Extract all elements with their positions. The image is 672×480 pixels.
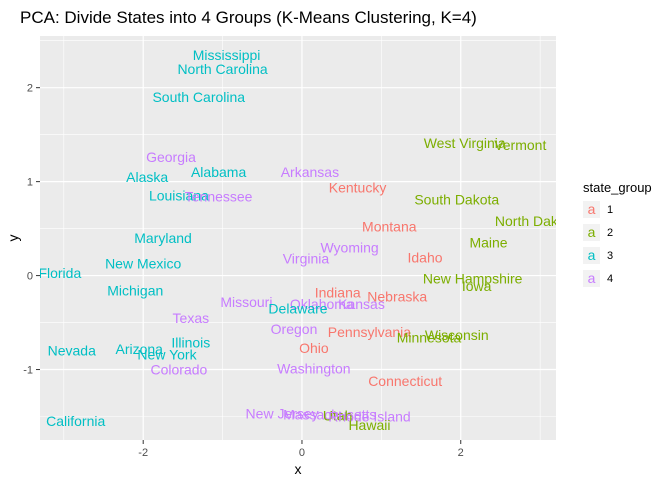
state-label: Indiana	[315, 284, 361, 300]
state-label: California	[46, 413, 105, 429]
y-tick-label: 0	[27, 271, 33, 283]
legend-key	[583, 270, 600, 287]
state-label: Vermont	[494, 137, 546, 153]
legend-key	[583, 224, 600, 241]
state-label: Pennsylvania	[328, 324, 411, 340]
state-label: Alaska	[126, 169, 168, 185]
state-label: Washington	[277, 361, 350, 377]
legend-label: 2	[607, 227, 613, 239]
state-label: West Virginia	[424, 135, 506, 151]
state-label: South Carolina	[152, 89, 245, 105]
state-label: Virginia	[283, 251, 330, 267]
axis-ticks: -2 0 2 -1 0 1 2	[23, 83, 464, 459]
state-label: Iowa	[462, 278, 492, 294]
chart-title: PCA: Divide States into 4 Groups (K-Mean…	[20, 8, 477, 27]
state-label: South Dakota	[414, 191, 499, 207]
state-label: New Jersey	[246, 406, 319, 422]
state-label: Florida	[38, 265, 81, 281]
state-label: Wisconsin	[425, 327, 489, 343]
state-label: Louisiana	[149, 188, 209, 204]
state-label: Kentucky	[329, 179, 387, 195]
legend: state_group a 1a 2a 3a 4	[583, 180, 652, 287]
state-label: New Mexico	[105, 255, 181, 271]
state-label: Rhode Island	[328, 409, 411, 425]
state-label: Nevada	[48, 343, 96, 359]
legend-label: 4	[607, 273, 613, 285]
grid-lines	[40, 36, 556, 440]
plot-panel	[40, 36, 556, 440]
state-label: Missouri	[220, 294, 272, 310]
state-label: Colorado	[151, 362, 208, 378]
state-label: New Hampshire	[423, 270, 523, 286]
legend-key-glyph: a	[588, 224, 596, 240]
state-label: Wyoming	[320, 239, 378, 255]
state-label: Utah	[323, 408, 353, 424]
state-label: Nebraska	[367, 288, 427, 304]
y-tick-label: 1	[27, 177, 33, 189]
state-label: Oklahoma	[290, 296, 354, 312]
state-label: Connecticut	[368, 373, 442, 389]
state-label: Massachusetts	[283, 407, 376, 423]
x-tick-label: 2	[458, 447, 464, 459]
y-tick-label: -1	[23, 365, 33, 377]
x-tick-label: -2	[138, 447, 148, 459]
legend-label: 3	[607, 250, 613, 262]
state-label: Maine	[469, 235, 507, 251]
state-label: Oregon	[271, 321, 318, 337]
state-label: Texas	[173, 310, 210, 326]
state-label: Mississippi	[193, 47, 261, 63]
legend-key	[583, 201, 600, 218]
state-label: Michigan	[107, 283, 163, 299]
state-label: Delaware	[268, 300, 327, 316]
legend-key-glyph: a	[588, 247, 596, 263]
x-axis-title: x	[295, 461, 302, 477]
state-label: Kansas	[338, 296, 385, 312]
state-label: North Carolina	[177, 61, 267, 77]
legend-key-glyph: a	[588, 201, 596, 217]
x-tick-label: 0	[299, 447, 305, 459]
state-label: Tennessee	[185, 189, 253, 205]
legend-title: state_group	[583, 180, 652, 195]
state-label: Montana	[362, 219, 417, 235]
state-label: Hawaii	[348, 417, 390, 433]
state-label: Arizona	[115, 341, 163, 357]
legend-label: 1	[607, 204, 613, 216]
y-axis-title: y	[5, 235, 21, 242]
legend-key	[583, 247, 600, 264]
state-label: North Dakota	[495, 213, 578, 229]
state-label: Idaho	[407, 250, 442, 266]
state-label: Maryland	[134, 230, 192, 246]
state-label: New York	[137, 347, 197, 363]
state-label: Minnesota	[397, 330, 462, 346]
legend-key-glyph: a	[588, 270, 596, 286]
state-label: Alabama	[191, 164, 246, 180]
state-label: Arkansas	[281, 164, 339, 180]
y-tick-label: 2	[27, 83, 33, 95]
state-label: Georgia	[146, 149, 196, 165]
state-label: Ohio	[299, 340, 329, 356]
state-label: Illinois	[171, 334, 210, 350]
